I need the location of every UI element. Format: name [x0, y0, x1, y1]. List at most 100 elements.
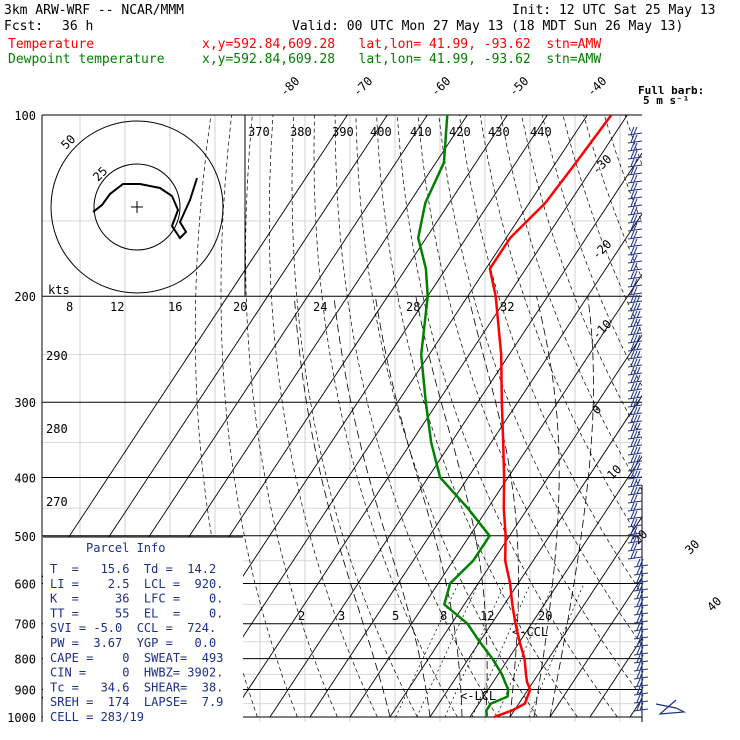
wind-barb	[627, 486, 643, 496]
parcel-info-row: LI = 2.5 LCL = 920.	[50, 577, 223, 591]
wind-barb	[627, 462, 643, 472]
isotherm-label: -60	[428, 74, 453, 99]
dry-adiabat-line	[376, 115, 578, 718]
mixing-ratio-label: 8	[440, 609, 447, 623]
dry-adiabat-line	[583, 115, 642, 280]
wind-barb	[627, 526, 643, 536]
wind-barb	[633, 686, 649, 696]
dry-adiabat-label: 270	[46, 495, 68, 509]
wind-barb-column: Full barb:5 m s⁻¹	[627, 84, 704, 715]
barb-legend-value: 5 m s⁻¹	[643, 94, 689, 107]
mixing-ratio-label: 12	[480, 609, 494, 623]
wind-barb	[627, 406, 643, 416]
speed-scale-label: 24	[313, 300, 327, 314]
isotherm-line	[389, 334, 642, 718]
forecast-value: 36 h	[62, 19, 94, 34]
parcel-info-title: Parcel Info	[86, 541, 165, 555]
hodograph-ring-label: 25	[90, 164, 110, 184]
moist-adiabat-line	[293, 296, 391, 718]
dry-adiabat-line	[438, 115, 642, 646]
forecast-label: Fcst:	[4, 19, 44, 34]
dry-adiabat-line	[687, 115, 740, 717]
parcel-info-row: CELL = 283/19	[50, 710, 144, 724]
isotherm-line	[549, 576, 642, 718]
isotherm-label: -40	[584, 74, 609, 99]
dry-adiabat-label: 290	[46, 349, 68, 363]
moist-adiabat-line	[333, 296, 431, 718]
wind-barb	[627, 230, 643, 240]
dewpoint-trace	[416, 115, 510, 718]
isotherm-line	[509, 516, 642, 718]
theta-e-label: 410	[410, 125, 432, 139]
wind-barb	[627, 174, 643, 184]
isotherm-label: -10	[589, 317, 614, 342]
isotherm-label: -70	[350, 74, 375, 99]
parcel-info-row: CAPE = 0 SWEAT= 493	[50, 651, 223, 665]
pressure-tick-label: 900	[14, 683, 36, 697]
wind-barb	[627, 246, 643, 256]
wind-barb	[627, 182, 643, 192]
dry-adiabat-line	[603, 115, 642, 224]
theta-e-label: 440	[530, 125, 552, 139]
wind-barb	[627, 430, 643, 440]
wind-barb	[627, 318, 643, 328]
isotherm-line	[349, 273, 642, 718]
wind-barb	[627, 414, 643, 424]
wind-barb	[627, 278, 643, 288]
wind-barb	[633, 654, 649, 664]
wind-barb	[627, 470, 643, 480]
theta-e-label: 370	[248, 125, 270, 139]
parcel-info-row: SREH = 174 LAPSE= 7.9	[50, 695, 223, 709]
hodograph-ring-label: 50	[58, 132, 78, 152]
wind-barb	[627, 262, 643, 272]
wind-barb	[627, 478, 643, 488]
wind-barb	[627, 270, 643, 280]
temperature-location-info: x,y=592.84,609.28 lat,lon= 41.99, -93.62…	[202, 37, 602, 52]
theta-e-label: 430	[488, 125, 510, 139]
wind-barb	[627, 126, 643, 136]
mixing-ratio-label: 5	[392, 609, 399, 623]
isotherm-line	[469, 455, 642, 718]
pressure-tick-label: 500	[14, 530, 36, 544]
wind-barb	[627, 198, 643, 208]
isotherm-line	[629, 698, 642, 718]
wind-barb	[633, 566, 649, 576]
wind-barb	[627, 334, 643, 344]
wind-barb	[627, 142, 643, 152]
wind-barb	[627, 238, 643, 248]
wind-barb	[627, 286, 643, 296]
hodograph-units-label: kts	[48, 283, 70, 297]
dry-adiabat-line	[355, 115, 538, 718]
wind-barb	[633, 582, 649, 592]
parcel-info-row: T = 15.6 Td = 14.2	[50, 562, 216, 576]
dry-adiabat-line	[708, 115, 740, 717]
dry-adiabat-line	[666, 115, 740, 717]
sounding-traces	[416, 115, 613, 719]
speed-scale-label: 28	[406, 300, 420, 314]
wind-barb	[627, 438, 643, 448]
wind-barb	[627, 342, 643, 352]
isotherm-label: -20	[589, 237, 614, 262]
wind-barb	[627, 350, 643, 360]
wind-barb	[633, 590, 649, 600]
isotherm-label: -30	[589, 152, 614, 177]
mixing-ratio-label: 20	[538, 609, 552, 623]
pressure-tick-label: 300	[14, 396, 36, 410]
temperature-trace	[488, 115, 613, 719]
wind-barb	[627, 222, 643, 232]
temperature-legend-label: Temperature	[8, 37, 95, 52]
wind-barb	[627, 190, 643, 200]
wind-barb	[627, 358, 643, 368]
wind-barb	[627, 454, 643, 464]
theta-e-label: 390	[332, 125, 354, 139]
wind-barb	[627, 542, 643, 552]
pressure-tick-label: 600	[14, 577, 36, 591]
wind-barb	[633, 558, 649, 568]
dewpoint-legend-label: Dewpoint temperature	[8, 52, 165, 67]
pressure-tick-label: 400	[14, 471, 36, 485]
dewpoint-location-info: x,y=592.84,609.28 lat,lon= 41.99, -93.62…	[202, 52, 602, 67]
barb-legend-title: Full barb:	[638, 84, 704, 97]
wind-barb	[633, 606, 649, 616]
wind-barb	[627, 214, 643, 224]
dry-adiabat-line	[245, 115, 338, 718]
